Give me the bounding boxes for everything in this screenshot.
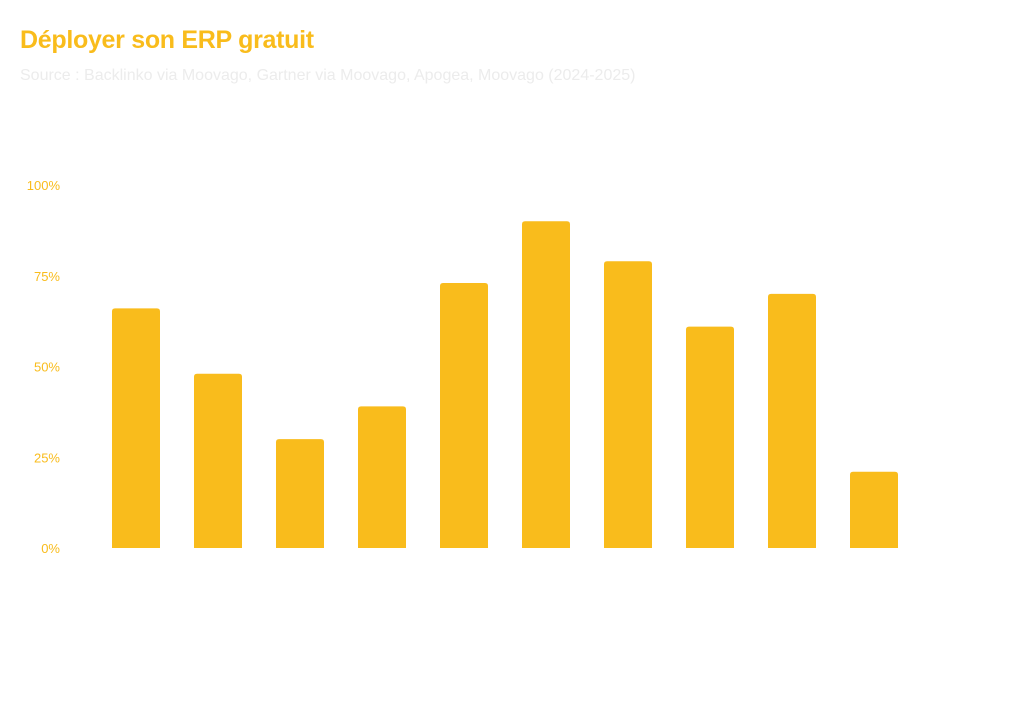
bar-9 [768,293,816,548]
chart-subtitle: Source : Backlinko via Moovago, Gartner … [20,67,636,84]
y-tick-label: 50% [34,360,60,375]
bar-6 [522,221,570,549]
bar-5 [440,283,488,548]
bar-2 [194,373,242,548]
bar-4 [358,406,406,548]
y-tick-label: 0% [41,541,60,556]
bar-7 [604,261,652,548]
bar-10 [850,471,898,548]
y-tick-label: 75% [34,269,60,284]
bar-1 [112,308,160,548]
chart-title: Déployer son ERP gratuit [20,26,314,54]
y-tick-label: 25% [34,450,60,465]
bar-8 [686,326,734,548]
y-tick-label: 100% [27,178,61,193]
bar-3 [276,439,324,548]
